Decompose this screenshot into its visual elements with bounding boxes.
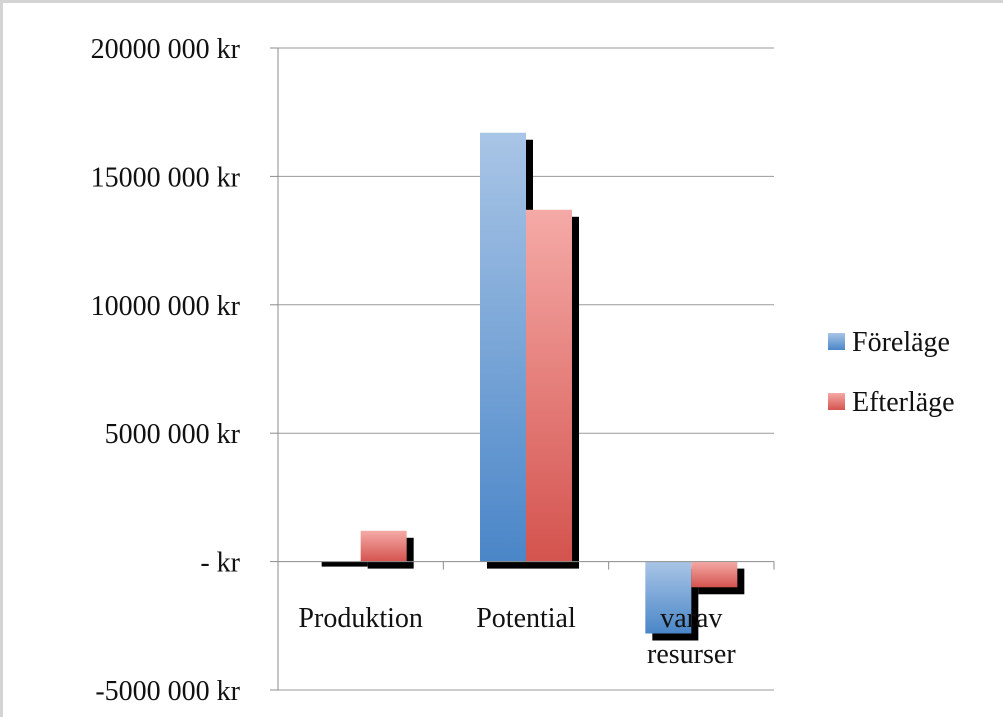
bar-efterl-ge-0 [360, 530, 407, 562]
bar-f-rel-ge-1 [480, 132, 526, 562]
category-label: varav resurser [647, 603, 736, 670]
category-label: Produktion [298, 603, 422, 634]
y-tick-label: 10000 000 kr [91, 291, 241, 322]
y-tick-label: - kr [200, 548, 240, 579]
y-tick-label: 20000 000 kr [91, 34, 241, 65]
x-axis-category-labels: Produktion Potential varav resurser [298, 603, 736, 670]
y-tick-label: 15000 000 kr [91, 162, 241, 193]
bar-efterl-ge-2 [691, 561, 738, 588]
y-tick-label: -5000 000 kr [95, 676, 240, 707]
axes [270, 47, 775, 691]
legend-swatch [828, 333, 845, 350]
y-tick-label: 5000 000 kr [105, 419, 241, 450]
bar-shadow [321, 561, 368, 567]
legend-label: Efterläge [852, 387, 955, 418]
bar-efterl-ge-1 [526, 209, 572, 562]
bar-f-rel-ge-2 [645, 561, 692, 634]
legend-label: Föreläge [852, 327, 950, 358]
bars [321, 132, 745, 641]
legend: Föreläge Efterläge [828, 327, 955, 418]
y-axis-tick-labels: 20000 000 kr 15000 000 kr 10000 000 kr 5000… [91, 34, 241, 707]
legend-swatch [828, 393, 845, 410]
category-label: Potential [476, 603, 576, 634]
